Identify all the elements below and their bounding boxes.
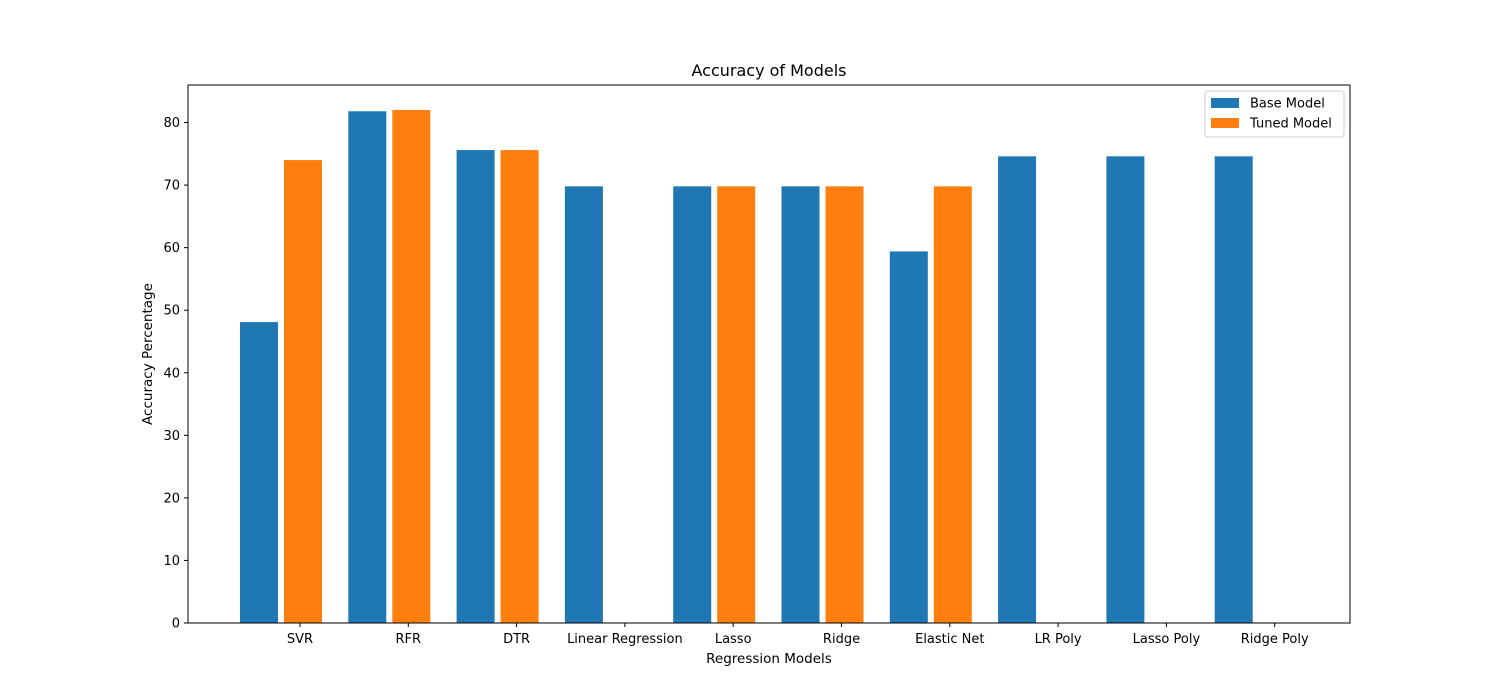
legend-frame (1204, 90, 1345, 138)
bars-layer (240, 110, 1253, 624)
bar-base-model-ridge-poly (1214, 156, 1253, 623)
x-tick-label-elastic-net: Elastic Net (915, 632, 984, 647)
legend: Base Model Tuned Model (1204, 90, 1345, 138)
bar-tuned-model-ridge (825, 186, 864, 623)
y-tick-label-30: 30 (163, 429, 180, 444)
plot-area-frame (187, 84, 1351, 624)
bar-base-model-elastic-net (889, 251, 928, 623)
x-tick-label-svr: SVR (287, 632, 313, 647)
bar-base-model-lasso-poly (1106, 156, 1145, 623)
bar-base-model-lr-poly (998, 156, 1037, 623)
bar-tuned-model-elastic-net (933, 186, 972, 623)
y-tick-label-70: 70 (163, 179, 180, 194)
legend-label-tuned-model: Tuned Model (1249, 117, 1332, 132)
y-tick-label-60: 60 (163, 241, 180, 256)
bar-base-model-lasso (673, 186, 712, 623)
x-tick-label-rfr: RFR (396, 632, 422, 647)
x-tick-label-linear-regression: Linear Regression (567, 632, 683, 647)
legend-label-base-model: Base Model (1250, 97, 1325, 112)
x-axis: SVR RFR DTR Linear Regression Lasso Ridge Elas… (287, 623, 1309, 647)
bar-tuned-model-lasso (717, 186, 756, 623)
y-axis-label: Accuracy Percentage (140, 283, 156, 425)
bar-base-model-svr (240, 322, 278, 623)
y-axis: 0 10 20 30 40 50 60 70 80 (163, 116, 188, 632)
y-tick-label-50: 50 (163, 304, 180, 319)
x-tick-label-lr-poly: LR Poly (1035, 632, 1082, 647)
legend-swatch-tuned-model (1211, 118, 1239, 128)
legend-swatch-base-model (1211, 98, 1239, 108)
y-tick-label-40: 40 (163, 366, 180, 381)
chart-title: Accuracy of Models (691, 61, 846, 80)
x-tick-label-lasso: Lasso (715, 632, 752, 647)
y-tick-label-80: 80 (163, 116, 180, 131)
bar-base-model-rfr (348, 111, 387, 624)
bar-tuned-model-dtr (500, 150, 539, 623)
x-tick-label-lasso-poly: Lasso Poly (1133, 632, 1201, 647)
bar-tuned-model-svr (284, 160, 322, 623)
x-tick-label-ridge-poly: Ridge Poly (1241, 632, 1309, 647)
bar-base-model-dtr (456, 150, 495, 623)
x-tick-label-ridge: Ridge (823, 632, 860, 647)
x-axis-label: Regression Models (706, 651, 832, 667)
y-tick-label-20: 20 (163, 491, 180, 506)
x-tick-label-dtr: DTR (503, 632, 530, 647)
bar-tuned-model-rfr (392, 110, 431, 623)
y-tick-label-0: 0 (172, 617, 180, 632)
y-tick-label-10: 10 (163, 554, 180, 569)
bar-base-model-ridge (781, 186, 820, 623)
bar-base-model-linear-regression (564, 186, 603, 623)
